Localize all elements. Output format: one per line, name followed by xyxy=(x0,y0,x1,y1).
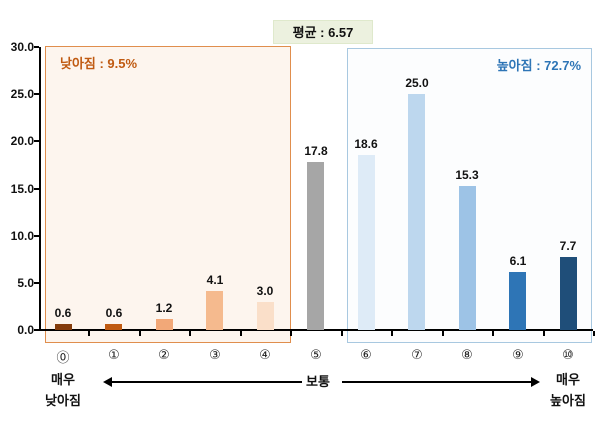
mean-badge: 평균 : 6.57 xyxy=(273,20,373,44)
x-axis-right-end-label: 매우 높아짐 xyxy=(538,369,598,411)
bar-8 xyxy=(459,186,476,330)
bar-value-5: 17.8 xyxy=(304,144,328,158)
y-tick-label-25.0: 25.0 xyxy=(10,87,34,102)
bar-value-4: 3.0 xyxy=(256,284,274,298)
bar-5 xyxy=(307,162,324,330)
x-category-label-2: ② xyxy=(158,347,170,362)
bar-value-10: 7.7 xyxy=(559,239,577,253)
bar-10 xyxy=(560,257,577,330)
x-tick-mark xyxy=(139,331,141,336)
low-region-label: 낮아짐 : 9.5% xyxy=(60,56,138,71)
x-left-line2: 낮아짐 xyxy=(45,393,81,408)
x-tick-mark xyxy=(391,331,393,336)
bar-2 xyxy=(156,319,173,330)
left-arrow-head-icon xyxy=(103,377,112,387)
x-tick-mark xyxy=(240,331,242,336)
y-tick-label-15.0: 15.0 xyxy=(10,181,34,196)
x-axis-line xyxy=(39,329,593,331)
x-category-label-0: ⓪ xyxy=(56,350,70,365)
x-right-line1: 매우 xyxy=(556,372,580,387)
y-tick-label-0.0: 0.0 xyxy=(17,323,34,337)
bar-value-1: 0.6 xyxy=(105,306,123,320)
bar-4 xyxy=(257,302,274,330)
x-category-label-1: ① xyxy=(108,347,120,362)
high-region-label: 높아짐 : 72.7% xyxy=(496,58,581,73)
y-tick-mark xyxy=(34,187,39,190)
bar-1 xyxy=(105,324,122,330)
x-category-label-3: ③ xyxy=(209,347,221,362)
bar-value-3: 4.1 xyxy=(206,273,224,287)
y-tick-mark xyxy=(34,329,39,331)
y-axis-line xyxy=(39,47,41,331)
y-tick-mark xyxy=(34,46,39,48)
x-tick-mark xyxy=(341,331,343,336)
right-arrow-head-icon xyxy=(531,377,540,387)
x-category-label-10: ⑩ xyxy=(562,347,574,362)
bar-value-8: 15.3 xyxy=(455,168,479,182)
bar-0 xyxy=(55,324,72,330)
left-arrow-line xyxy=(112,381,302,383)
x-category-label-4: ④ xyxy=(259,347,271,362)
x-category-label-9: ⑨ xyxy=(512,347,524,362)
x-tick-mark xyxy=(189,331,191,336)
x-axis-left-end-label: 매우 낮아짐 xyxy=(33,369,93,411)
x-tick-mark xyxy=(290,331,292,336)
x-tick-mark xyxy=(442,331,444,336)
x-axis-center-label: 보통 xyxy=(306,374,330,389)
bar-6 xyxy=(358,155,375,330)
x-category-label-8: ⑧ xyxy=(461,347,473,362)
y-tick-mark xyxy=(34,140,39,143)
bar-7 xyxy=(408,94,425,330)
bar-value-6: 18.6 xyxy=(354,137,378,151)
y-tick-label-30.0: 30.0 xyxy=(10,40,34,54)
y-tick-mark xyxy=(34,281,39,284)
y-tick-label-20.0: 20.0 xyxy=(10,134,34,149)
x-category-label-5: ⑤ xyxy=(310,347,322,362)
x-category-label-6: ⑥ xyxy=(360,347,372,362)
x-tick-mark xyxy=(543,331,545,336)
bar-value-0: 0.6 xyxy=(54,306,72,320)
x-tick-mark xyxy=(593,331,595,336)
bar-value-2: 1.2 xyxy=(155,301,173,315)
y-tick-mark xyxy=(34,93,39,96)
y-tick-label-5.0: 5.0 xyxy=(17,275,34,290)
bar-value-7: 25.0 xyxy=(405,76,429,90)
y-tick-label-10.0: 10.0 xyxy=(10,228,34,243)
x-tick-mark xyxy=(88,331,90,336)
x-left-line1: 매우 xyxy=(51,372,75,387)
x-category-label-7: ⑦ xyxy=(411,347,423,362)
x-right-line2: 높아짐 xyxy=(550,393,586,408)
y-tick-mark xyxy=(34,234,39,237)
x-tick-mark xyxy=(492,331,494,336)
bar-3 xyxy=(206,291,223,330)
bar-value-9: 6.1 xyxy=(509,254,527,268)
low-region-box: 낮아짐 : 9.5% xyxy=(45,46,291,343)
right-arrow-line xyxy=(342,381,532,383)
bar-9 xyxy=(509,272,526,330)
